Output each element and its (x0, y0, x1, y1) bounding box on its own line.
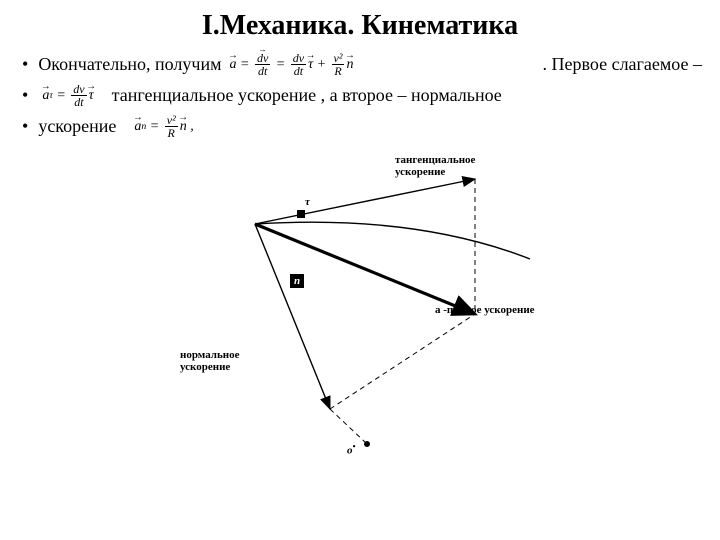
line2-text: тангенциальное ускорение , а второе – но… (112, 85, 502, 106)
bullet-2: aτ = dv dt τ тангенциальное ускорение , … (18, 83, 702, 108)
line1-a: Окончательно, получим (38, 54, 221, 75)
line1-b: . Первое слагаемое – (543, 54, 703, 75)
acceleration-diagram: тангенциальноеускорение нормальноеускоре… (135, 154, 585, 474)
label-normal: нормальноеускорение (180, 349, 240, 373)
label-n: n (290, 274, 304, 288)
label-o: o• (347, 442, 356, 457)
formula-2: aτ = dv dt τ (42, 83, 93, 108)
label-tau: τ (305, 196, 310, 208)
bullet-3: ускорение an = v² R n , (18, 114, 702, 139)
bullet-1: Окончательно, получим a = ddvv dt = dv d… (18, 52, 702, 77)
line3-text: ускорение (38, 116, 116, 137)
formula-3: an = v² R n , (134, 114, 193, 139)
label-tangential: тангенциальноеускорение (395, 154, 475, 178)
formula-1: a = ddvv dt = dv dt τ + v² R n (230, 52, 354, 77)
bullet-list: Окончательно, получим a = ddvv dt = dv d… (18, 52, 702, 139)
page-title: I.Механика. Кинематика (18, 10, 702, 42)
label-full: a -полное ускорение (435, 304, 535, 316)
